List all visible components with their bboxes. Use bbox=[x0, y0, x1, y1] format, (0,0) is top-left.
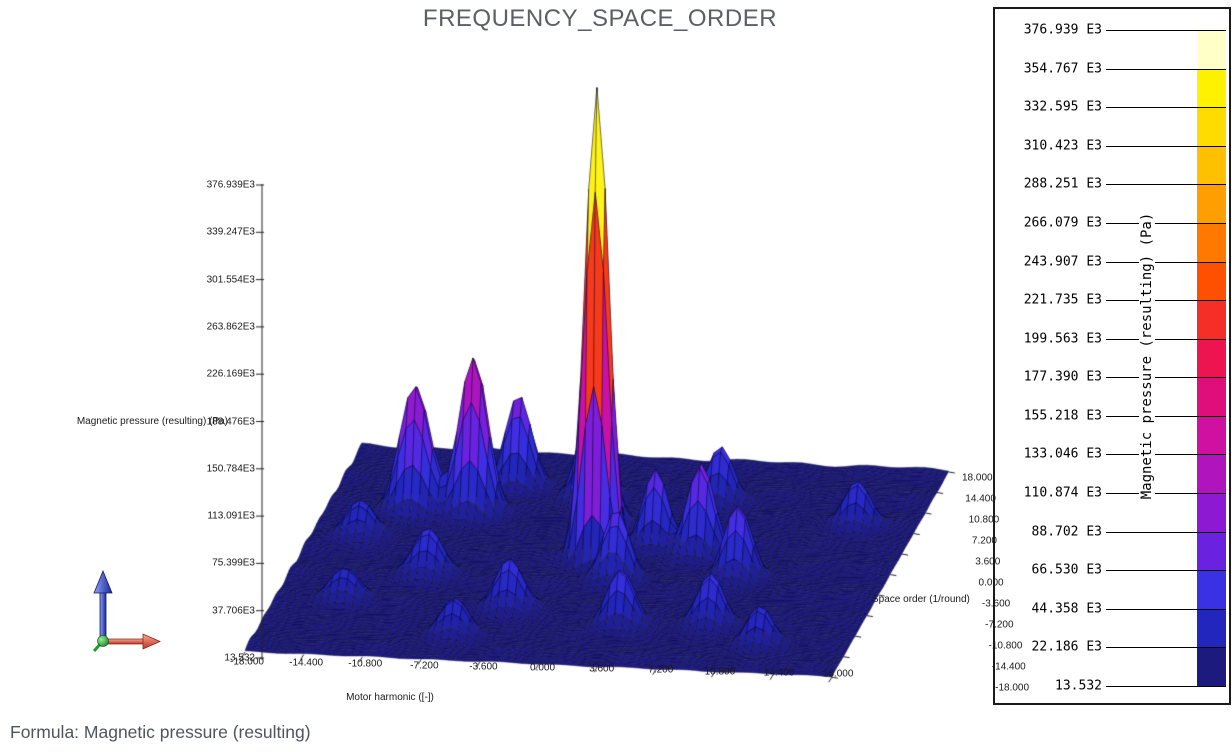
legend-color-segment bbox=[1197, 145, 1226, 185]
pressure-axis-tick-label: 226.169E3 bbox=[206, 368, 255, 380]
space-axis-tick-label: 18.000 bbox=[962, 472, 993, 484]
space-axis-title: Space order (1/round) bbox=[872, 594, 970, 605]
legend-value-label: 288.251 E3 bbox=[1023, 176, 1102, 192]
legend-tick-line bbox=[1106, 184, 1226, 186]
space-axis-tick-label: 10.800 bbox=[968, 514, 1000, 526]
legend-value-label: 133.046 E3 bbox=[1023, 446, 1102, 462]
space-axis-tick-label: -14.400 bbox=[991, 661, 1026, 673]
legend-tick-line bbox=[1106, 68, 1226, 70]
legend-tick-line bbox=[1106, 570, 1226, 572]
motor-axis-tick-label: -18.000 bbox=[230, 656, 264, 668]
legend-tick-line bbox=[1106, 30, 1226, 31]
formula-caption: Formula: Magnetic pressure (resulting) bbox=[10, 722, 311, 742]
motor-axis-tick-label: 7.200 bbox=[648, 664, 674, 676]
legend-color-segment bbox=[1197, 377, 1226, 416]
legend-value-label: 44.358 E3 bbox=[1031, 601, 1102, 617]
legend-tick-line bbox=[1106, 377, 1226, 379]
legend-tick-line bbox=[1106, 261, 1226, 263]
legend-axis-title: Magnetic pressure (resulting) (Pa) bbox=[1139, 208, 1155, 504]
triad-x-arrow bbox=[102, 633, 161, 650]
legend-value-label: 177.390 E3 bbox=[1023, 369, 1102, 385]
color-scale-legend bbox=[993, 7, 1231, 705]
motor-axis-tick-label: -14.400 bbox=[289, 657, 324, 669]
space-axis-tick-label: -10.800 bbox=[988, 640, 1023, 652]
legend-value-label: 13.532 bbox=[1055, 678, 1102, 694]
motor-axis-tick-label: -7.200 bbox=[410, 660, 439, 672]
pressure-axis-tick-label: 75.399E3 bbox=[212, 557, 255, 569]
legend-tick-line bbox=[1106, 107, 1226, 109]
space-axis-tick-label: 7.200 bbox=[971, 535, 997, 547]
motor-axis-tick-label: 10.800 bbox=[704, 666, 736, 678]
legend-color-segment bbox=[1197, 68, 1226, 108]
motor-axis-title: Motor harmonic ([-]) bbox=[346, 692, 434, 703]
pressure-axis-tick-label: 376.939E3 bbox=[206, 179, 255, 191]
legend-value-label: 243.907 E3 bbox=[1023, 254, 1102, 270]
legend-tick-line bbox=[1106, 300, 1226, 302]
legend-value-label: 332.595 E3 bbox=[1023, 99, 1102, 115]
legend-color-segment bbox=[1197, 493, 1226, 532]
pressure-axis-tick-label: 339.247E3 bbox=[206, 226, 255, 238]
legend-tick-line bbox=[1106, 647, 1226, 649]
legend-value-label: 354.767 E3 bbox=[1023, 61, 1102, 77]
pressure-axis-tick-label: 13.532 bbox=[224, 652, 255, 664]
legend-tick-line bbox=[1106, 493, 1226, 495]
legend-color-segment bbox=[1197, 454, 1226, 494]
legend-value-label: 155.218 E3 bbox=[1023, 408, 1102, 424]
legend-value-label: 110.874 E3 bbox=[1023, 485, 1102, 501]
triad-y-arrow bbox=[92, 635, 109, 653]
motor-axis-tick-label: 18.000 bbox=[822, 668, 854, 680]
motor-axis-tick-label: 14.400 bbox=[763, 667, 795, 679]
plot-title: FREQUENCY_SPACE_ORDER bbox=[422, 5, 778, 32]
legend-tick-line bbox=[1106, 338, 1226, 340]
motor-axis-tick-label: -3.600 bbox=[469, 661, 498, 673]
motor-axis-tick-label: -10.800 bbox=[348, 658, 383, 670]
space-axis-tick-label: -7.200 bbox=[985, 619, 1014, 631]
legend-tick-line bbox=[1106, 145, 1226, 147]
legend-tick-line bbox=[1106, 531, 1226, 533]
pressure-axis-tick-label: 188.476E3 bbox=[206, 416, 255, 427]
legend-color-segment bbox=[1197, 647, 1226, 687]
legend-color-segment bbox=[1197, 608, 1226, 648]
legend-color-segment bbox=[1197, 300, 1226, 339]
legend-color-segment bbox=[1197, 184, 1226, 223]
space-axis-tick-label: 14.400 bbox=[965, 493, 996, 505]
pressure-axis-tick-label: 150.784E3 bbox=[206, 463, 255, 475]
legend-value-label: 199.563 E3 bbox=[1023, 331, 1102, 347]
legend-color-segment bbox=[1197, 415, 1226, 455]
view-orientation-triad-icon[interactable] bbox=[64, 565, 174, 665]
triad-z-arrow bbox=[93, 569, 113, 642]
pressure-axis-tick-label: 263.862E3 bbox=[206, 321, 255, 333]
motor-axis-tick-label: 3.600 bbox=[589, 663, 615, 675]
legend-value-label: 310.423 E3 bbox=[1023, 138, 1102, 154]
legend-value-label: 266.079 E3 bbox=[1023, 215, 1102, 231]
legend-color-segment bbox=[1197, 570, 1226, 609]
legend-tick-line bbox=[1106, 415, 1226, 417]
legend-value-label: 22.186 E3 bbox=[1031, 639, 1102, 655]
pressure-axis-tick-label: 301.554E3 bbox=[206, 274, 255, 286]
legend-value-label: 88.702 E3 bbox=[1031, 524, 1102, 540]
pressure-axis-tick-label: 37.706E3 bbox=[212, 605, 255, 617]
legend-color-segment bbox=[1197, 531, 1226, 571]
legend-value-label: 376.939 E3 bbox=[1023, 22, 1102, 38]
pressure-axis-title: Magnetic pressure (resulting) (Pa) bbox=[76, 416, 228, 427]
legend-value-label: 221.735 E3 bbox=[1023, 292, 1102, 308]
legend-value-label: 66.530 E3 bbox=[1031, 562, 1102, 578]
motor-axis-tick-label: 0.000 bbox=[530, 662, 556, 674]
space-axis-tick-label: 0.000 bbox=[978, 577, 1004, 589]
legend-color-segment bbox=[1197, 107, 1226, 146]
legend-tick-line bbox=[1106, 686, 1226, 688]
pressure-axis-tick-label: 113.091E3 bbox=[207, 510, 255, 522]
legend-tick-line bbox=[1106, 608, 1226, 610]
space-axis-tick-label: -18.000 bbox=[995, 682, 1030, 694]
legend-color-segment bbox=[1197, 261, 1226, 301]
legend-tick-line bbox=[1106, 454, 1226, 456]
legend-tick-line bbox=[1106, 222, 1226, 224]
legend-color-segment bbox=[1197, 338, 1226, 378]
space-axis-tick-label: 3.600 bbox=[975, 556, 1001, 568]
legend-color-segment bbox=[1197, 222, 1226, 262]
legend-color-segment bbox=[1197, 30, 1226, 69]
space-axis-tick-label: -3.600 bbox=[981, 598, 1011, 610]
